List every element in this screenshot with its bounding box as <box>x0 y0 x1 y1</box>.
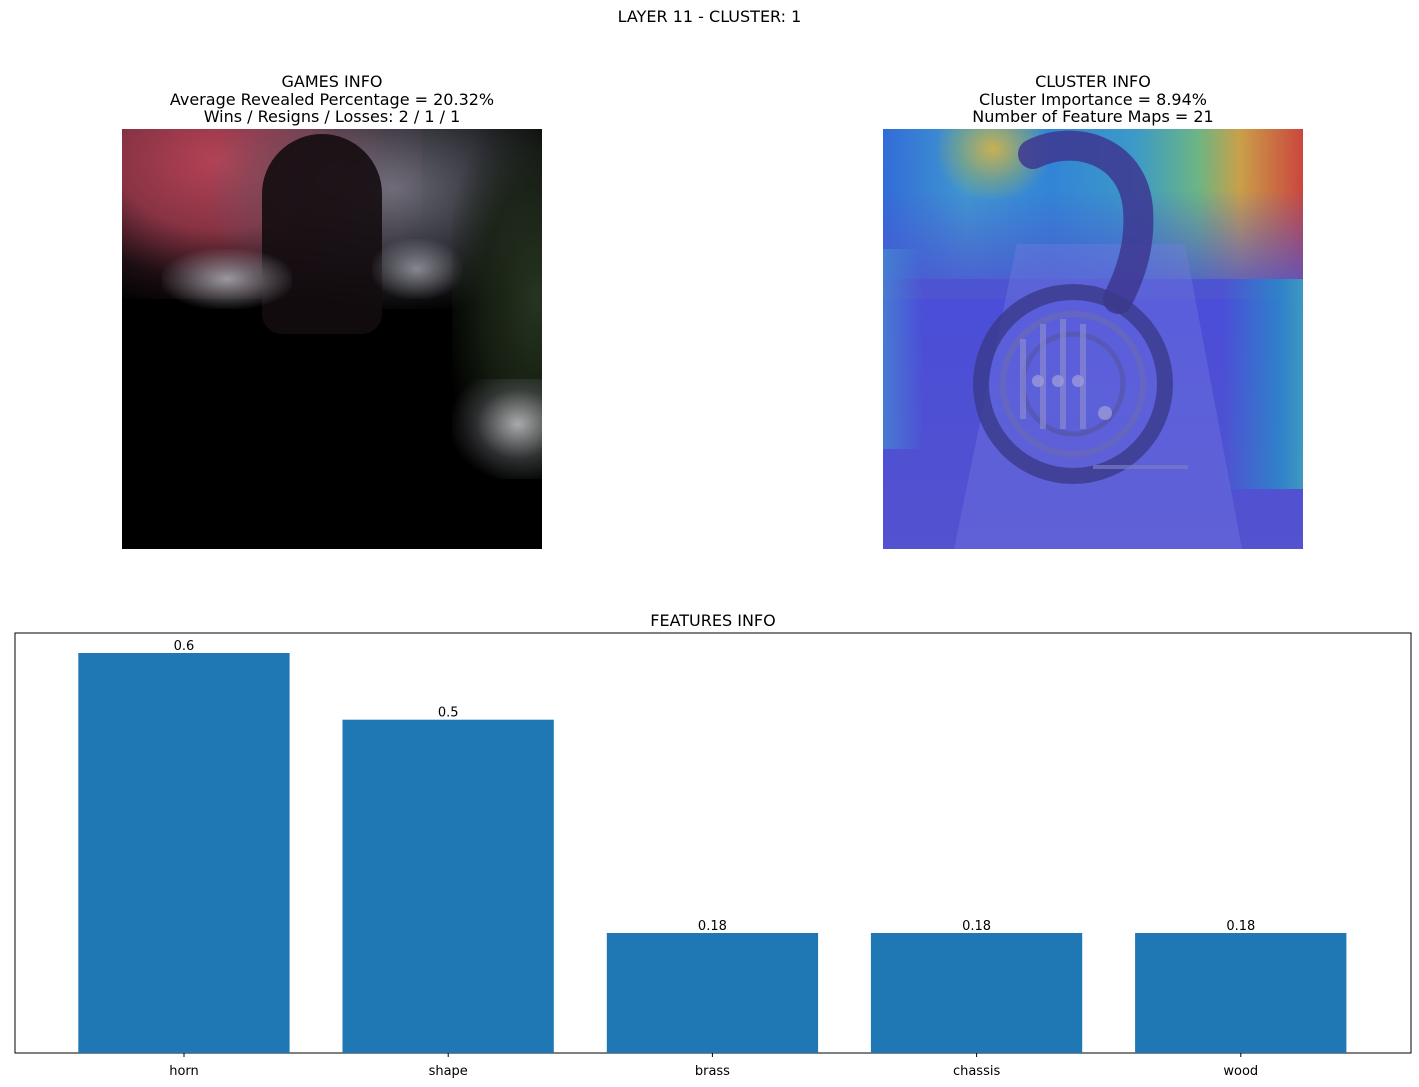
x-tick-label: horn <box>169 1064 199 1079</box>
x-tick-label: brass <box>695 1064 730 1079</box>
bar-horn <box>78 653 290 1053</box>
cluster-info-title: CLUSTER INFO <box>1035 72 1151 91</box>
bar-value-label: 0.18 <box>962 919 991 934</box>
cluster-info-title-block: CLUSTER INFO Cluster Importance = 8.94% … <box>883 73 1303 126</box>
x-tick-label: shape <box>429 1064 468 1079</box>
games-info-title: GAMES INFO <box>281 72 383 91</box>
bar-chassis <box>870 933 1083 1053</box>
bar-shape <box>342 719 554 1053</box>
chart-title: FEATURES INFO <box>650 611 776 630</box>
masked-game-image <box>122 129 542 549</box>
x-tick-label: chassis <box>953 1064 1001 1079</box>
figure-suptitle: LAYER 11 - CLUSTER: 1 <box>617 7 802 26</box>
french-horn-illustration <box>973 130 1188 484</box>
wins-resigns-losses: Wins / Resigns / Losses: 2 / 1 / 1 <box>203 107 461 126</box>
bar-value-label: 0.5 <box>438 706 459 721</box>
bar-wood <box>1135 933 1347 1053</box>
bar-brass <box>606 933 819 1053</box>
games-info-title-block: GAMES INFO Average Revealed Percentage =… <box>122 73 542 126</box>
cluster-importance: Cluster Importance = 8.94% <box>979 89 1207 109</box>
average-revealed-percentage: Average Revealed Percentage = 20.32% <box>169 89 495 109</box>
x-tick-label: wood <box>1223 1064 1258 1079</box>
cluster-heatmap-image <box>883 129 1303 549</box>
bar-value-label: 0.6 <box>174 639 195 654</box>
bar-value-label: 0.18 <box>698 919 727 934</box>
number-of-feature-maps: Number of Feature Maps = 21 <box>972 107 1214 126</box>
bar-value-label: 0.18 <box>1226 919 1255 934</box>
